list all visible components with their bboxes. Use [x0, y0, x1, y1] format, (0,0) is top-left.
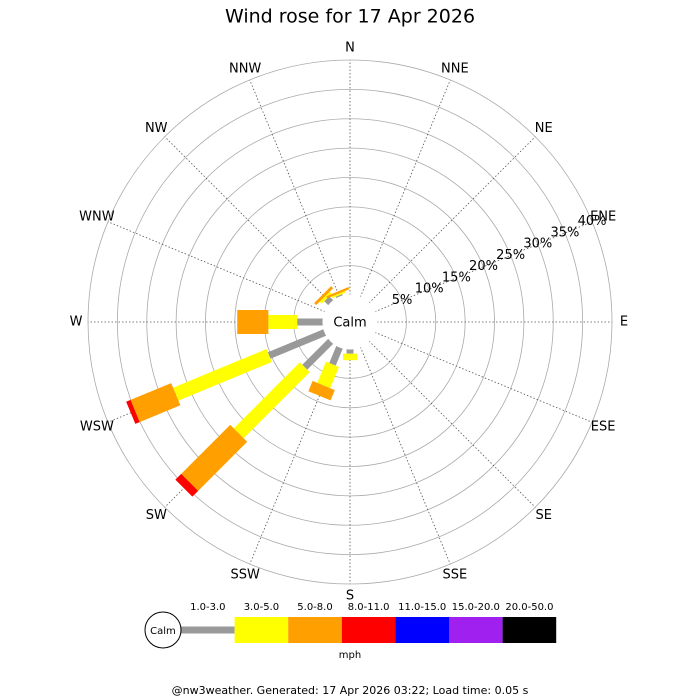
- spoke: [368, 136, 536, 304]
- wind-bar: [173, 349, 272, 401]
- wind-bar: [237, 310, 269, 334]
- wind-bar: [126, 399, 140, 424]
- wind-bar: [314, 286, 334, 306]
- legend-swatch: [288, 617, 342, 643]
- direction-label: SE: [536, 508, 552, 523]
- wind-bar: [335, 294, 343, 299]
- r-tick-label: 25%: [496, 248, 525, 263]
- r-tick-label: 20%: [469, 259, 498, 274]
- wind-bar: [297, 318, 323, 326]
- direction-label: WNW: [79, 210, 115, 225]
- spoke: [368, 340, 536, 508]
- r-tick-label: 15%: [442, 270, 471, 285]
- legend-label: 8.0-11.0: [348, 602, 390, 613]
- r-tick-label: 35%: [550, 225, 579, 240]
- legend-swatch: [395, 617, 449, 643]
- r-tick-label: 30%: [523, 237, 552, 252]
- wind-bar: [308, 380, 335, 401]
- wind-bar: [324, 296, 334, 306]
- spoke: [164, 136, 332, 304]
- spoke: [359, 346, 451, 565]
- legend-label: 15.0-20.0: [452, 602, 500, 613]
- legend-label: 11.0-15.0: [398, 602, 446, 613]
- wind-bar: [233, 362, 310, 439]
- legend-label: 3.0-5.0: [244, 602, 279, 613]
- wind-bar: [317, 361, 339, 389]
- legend-calm-label: Calm: [150, 626, 176, 637]
- footer: @nw3weather. Generated: 17 Apr 2026 03:2…: [172, 684, 529, 697]
- r-tick-label: 40%: [578, 214, 607, 229]
- direction-label: NNE: [441, 61, 469, 76]
- direction-label: W: [70, 315, 83, 330]
- direction-label: SSW: [230, 568, 260, 583]
- legend-swatch: [449, 617, 503, 643]
- legend-label: 5.0-8.0: [297, 602, 332, 613]
- spoke: [249, 79, 341, 298]
- direction-label: ENE: [590, 210, 616, 225]
- direction-label: NE: [535, 121, 553, 136]
- legend-calm-circle: [144, 611, 182, 649]
- wind-bar: [268, 315, 298, 329]
- wind-bar: [326, 287, 350, 299]
- wind-bar: [181, 424, 248, 491]
- legend-label: 20.0-50.0: [505, 602, 553, 613]
- spoke: [359, 79, 451, 298]
- spoke: [107, 221, 326, 313]
- chart-title: Wind rose for 17 Apr 2026: [225, 6, 475, 28]
- r-tick-label: 10%: [415, 282, 444, 297]
- direction-label: SW: [146, 508, 167, 523]
- legend-swatch: [502, 617, 557, 643]
- grid-ring: [116, 88, 584, 556]
- direction-label: ESE: [591, 419, 616, 434]
- grid-ring: [175, 147, 525, 497]
- direction-label: S: [346, 589, 354, 604]
- legend-label: 1.0-3.0: [190, 602, 225, 613]
- wind-bar: [346, 349, 354, 354]
- legend-unit: mph: [339, 650, 361, 661]
- r-tick-label: 5%: [392, 293, 413, 308]
- direction-label: WSW: [80, 419, 114, 434]
- grid-ring: [205, 177, 495, 467]
- wind-bar: [130, 383, 181, 423]
- legend-swatch: [234, 617, 289, 643]
- direction-label: E: [620, 315, 628, 330]
- spoke: [374, 221, 593, 313]
- legend-swatch: [341, 617, 396, 643]
- wind-bar: [319, 291, 332, 304]
- wind-bar: [267, 329, 327, 359]
- wind-bar: [343, 353, 357, 361]
- wind-bar: [302, 338, 334, 370]
- wind-bar: [175, 473, 199, 497]
- direction-label: NNW: [229, 61, 261, 76]
- direction-label: SSE: [442, 568, 467, 583]
- direction-label: NW: [145, 121, 168, 136]
- wind-bar: [331, 291, 346, 299]
- calm-label: Calm: [333, 316, 366, 331]
- spoke: [374, 331, 593, 423]
- wind-bar: [329, 345, 343, 366]
- calm-circle: [322, 294, 378, 350]
- direction-label: N: [345, 41, 355, 56]
